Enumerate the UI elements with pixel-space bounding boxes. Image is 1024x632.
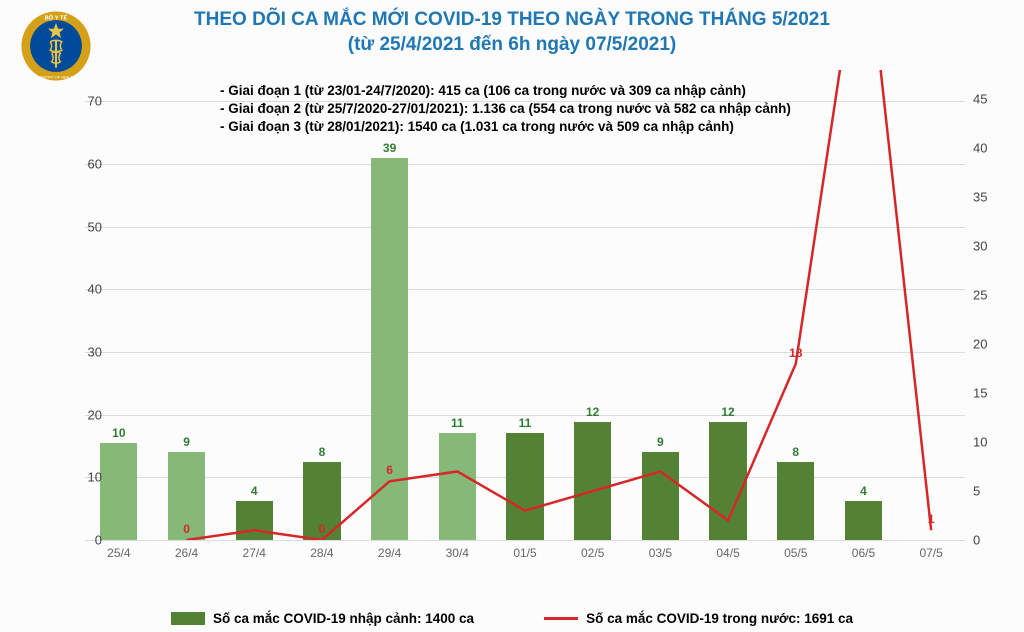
y-right-tick-label: 45 [973,92,987,107]
x-tick-label: 25/4 [107,546,130,560]
x-tick-label: 28/4 [310,546,333,560]
y-right-tick-label: 35 [973,190,987,205]
bar [506,433,543,540]
line-series [187,70,932,540]
bar-value-label: 4 [860,484,867,498]
bar-value-label: 9 [657,435,664,449]
y-left-tick-label: 0 [72,533,102,548]
x-tick-label: 30/4 [446,546,469,560]
y-left-tick-label: 30 [72,345,102,360]
bar-value-label: 9 [183,435,190,449]
y-left-tick-label: 10 [72,470,102,485]
legend-line-swatch [544,617,578,620]
line-value-label: 18 [789,346,802,360]
line-value-label: 1 [928,512,935,526]
y-left-tick-label: 40 [72,282,102,297]
gridline [85,540,965,541]
legend-line-item: Số ca mắc COVID-19 trong nước: 1691 ca [544,611,853,626]
x-tick-label: 29/4 [378,546,401,560]
bar-value-label: 8 [319,445,326,459]
bar-value-label: 12 [721,405,734,419]
gridline [85,227,965,228]
y-right-tick-label: 5 [973,484,980,499]
title-line-2: (từ 25/4/2021 đến 6h ngày 07/5/2021) [0,33,1024,58]
x-tick-label: 06/5 [852,546,875,560]
title-line-1: THEO DÕI CA MẮC MỚI COVID-19 THEO NGÀY T… [0,8,1024,33]
bar-value-label: 4 [251,484,258,498]
legend: Số ca mắc COVID-19 nhập cảnh: 1400 ca Số… [0,611,1024,626]
legend-bar-swatch [171,612,205,625]
x-tick-label: 07/5 [919,546,942,560]
x-tick-label: 26/4 [175,546,198,560]
y-right-tick-label: 40 [973,141,987,156]
y-left-tick-label: 20 [72,407,102,422]
y-right-tick-label: 25 [973,288,987,303]
gridline [85,352,965,353]
bar [709,422,746,540]
line-value-label: 6 [386,463,393,477]
y-right-tick-label: 30 [973,239,987,254]
bar [777,462,814,540]
y-left-tick-label: 50 [72,219,102,234]
y-left-tick-label: 60 [72,157,102,172]
gridline [85,289,965,290]
y-right-tick-label: 0 [973,533,980,548]
gridline [85,101,965,102]
legend-bar-label: Số ca mắc COVID-19 nhập cảnh: 1400 ca [213,611,474,626]
bar [236,501,273,540]
plot-region: 10904803961111129128184641 [85,70,965,540]
y-left-tick-label: 70 [72,94,102,109]
bar-value-label: 10 [112,426,125,440]
x-tick-label: 03/5 [649,546,672,560]
chart-title: THEO DÕI CA MẮC MỚI COVID-19 THEO NGÀY T… [0,0,1024,57]
line-value-label: 0 [319,522,326,536]
bar [439,433,476,540]
bar [642,452,679,540]
bar-value-label: 11 [451,416,464,430]
bar [100,443,137,540]
x-tick-label: 01/5 [513,546,536,560]
x-tick-label: 04/5 [716,546,739,560]
bar-value-label: 39 [383,141,396,155]
y-right-tick-label: 20 [973,337,987,352]
gridline [85,164,965,165]
y-right-tick-label: 15 [973,386,987,401]
chart-area: 10904803961111129128184641 0102030405060… [55,70,990,570]
bar [574,422,611,540]
x-tick-label: 02/5 [581,546,604,560]
bar-value-label: 8 [792,445,799,459]
y-right-tick-label: 10 [973,435,987,450]
x-tick-label: 27/4 [243,546,266,560]
line-value-label: 0 [183,522,190,536]
bar-value-label: 11 [519,416,532,430]
bar [845,501,882,540]
bar [371,158,408,540]
legend-line-label: Số ca mắc COVID-19 trong nước: 1691 ca [586,611,853,626]
bar-value-label: 12 [586,405,599,419]
legend-bar-item: Số ca mắc COVID-19 nhập cảnh: 1400 ca [171,611,474,626]
x-tick-label: 05/5 [784,546,807,560]
